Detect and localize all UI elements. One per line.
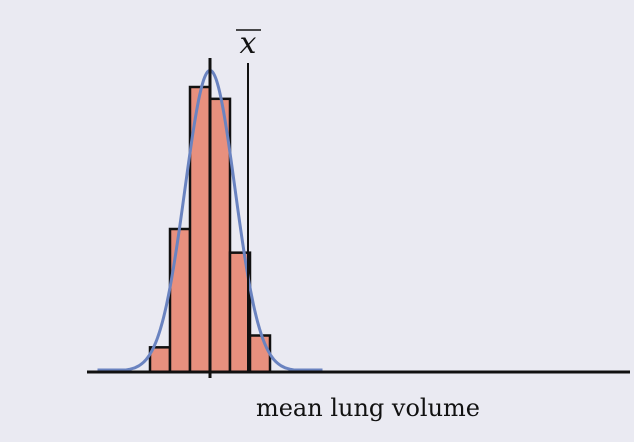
mean-symbol: x [240, 26, 257, 61]
histogram-bar [248, 334, 272, 374]
histogram-bar [168, 227, 192, 374]
x-axis-label: mean lung volume [256, 394, 480, 422]
